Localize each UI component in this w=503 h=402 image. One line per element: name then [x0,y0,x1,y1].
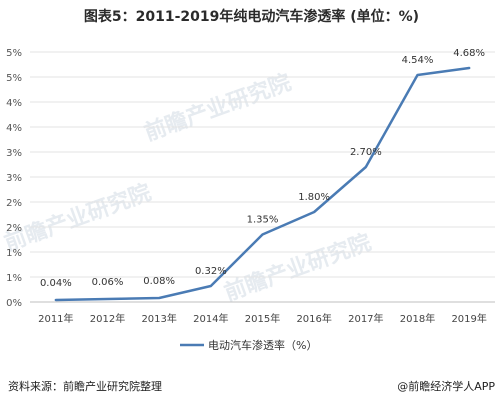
data-label: 1.35% [247,215,279,226]
data-label: 1.80% [298,192,330,203]
brand-credit: @前瞻经济学人APP [397,380,495,393]
data-label: 0.06% [92,277,124,288]
y-tick-label: 5% [6,73,22,84]
data-label: 4.68% [453,48,485,59]
y-tick-label: 3% [6,148,22,159]
y-tick-label: 1% [6,273,22,284]
y-tick-label: 2% [6,198,22,209]
data-label: 0.32% [195,266,227,277]
x-tick-label: 2013年 [141,312,176,325]
x-tick-label: 2014年 [193,312,228,325]
legend-label: 电动汽车渗透率（%） [208,338,317,352]
y-tick-label: 5% [6,48,22,59]
y-tick-label: 4% [6,123,22,134]
y-axis-tick-labels: 0% 1% 1% 2% 2% 3% 3% 4% 4% 5% 5% [6,48,22,309]
footer: 资料来源：前瞻产业研究院整理 @前瞻经济学人APP [0,378,503,398]
x-tick-label: 2011年 [38,312,73,325]
y-tick-label: 1% [6,248,22,259]
x-tick-label: 2018年 [400,312,435,325]
x-tick-label: 2019年 [451,312,486,325]
data-labels: 0.04% 0.06% 0.08% 0.32% 1.35% 1.80% 2.70% 4.54%… [40,48,485,289]
y-tick-label: 3% [6,173,22,184]
source-note: 资料来源：前瞻产业研究院整理 [8,380,162,393]
data-label: 0.08% [143,276,175,287]
data-label: 2.70% [350,147,382,158]
x-axis-tick-labels: 2011年 2012年 2013年 2014年 2015年 2016年 2017年 2018年… [38,312,487,325]
y-tick-label: 4% [6,98,22,109]
series-layer [54,66,471,302]
chart-title: 图表5：2011-2019年纯电动汽车渗透率 (单位：%) [83,9,420,25]
x-tick-label: 2012年 [90,312,125,325]
y-tick-label: 0% [6,298,22,309]
x-tick-label: 2017年 [348,312,383,325]
line-chart: 0%1%1%2%2%3%3%4%4%5%5% 2011年 2012年 2013年 20… [6,48,495,352]
series-line [54,66,471,302]
data-label: 0.04% [40,278,72,289]
x-tick-label: 2016年 [296,312,331,325]
legend: 电动汽车渗透率（%） [180,338,317,352]
gridlines [30,51,495,303]
y-tick-label: 2% [6,223,22,234]
data-label: 4.54% [402,55,434,66]
x-tick-label: 2015年 [245,312,280,325]
